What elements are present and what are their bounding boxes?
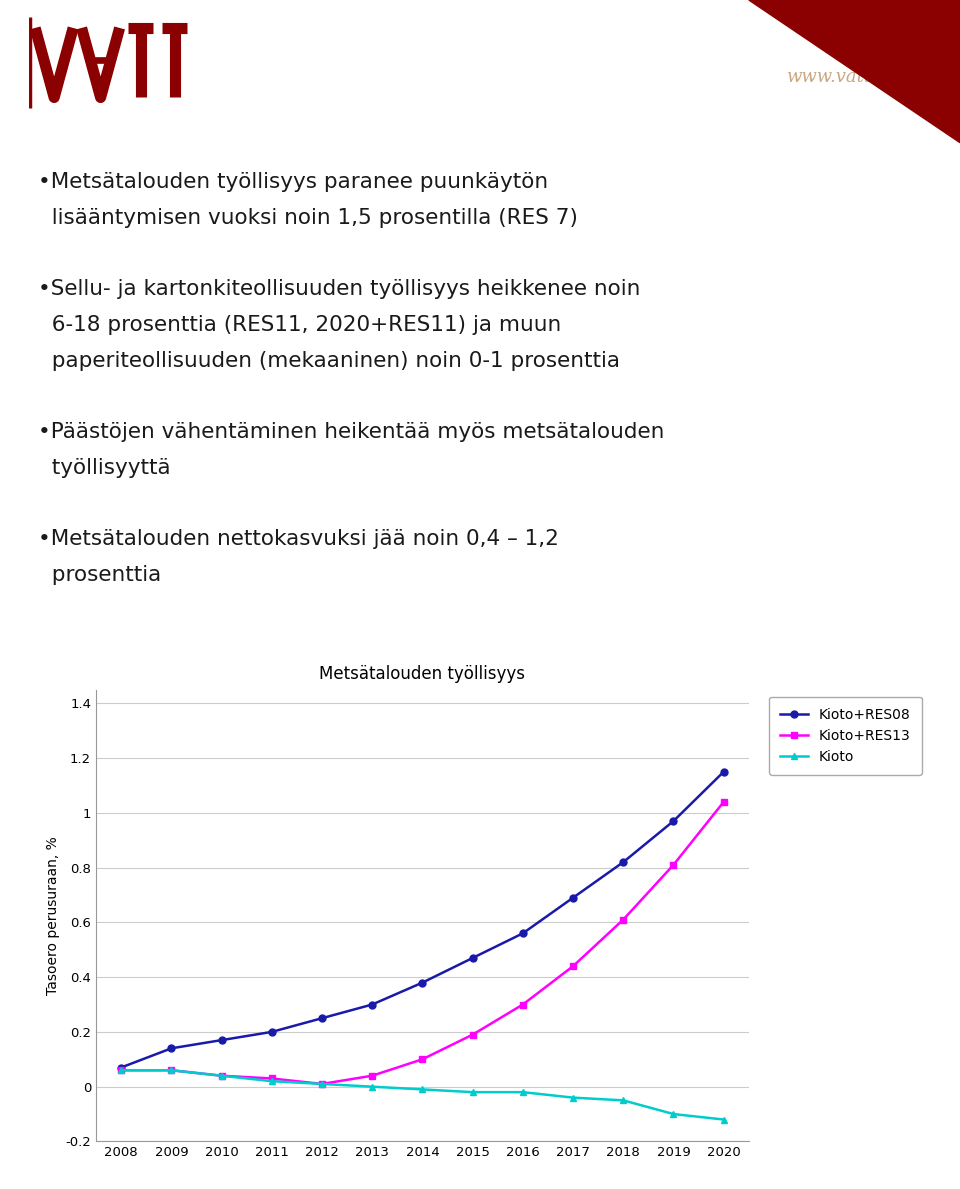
Kioto+RES13 — [668, 857, 680, 872]
Kioto+RES08 — [467, 951, 478, 965]
Kioto+RES13 — [316, 1077, 327, 1092]
Polygon shape — [749, 0, 960, 143]
Kioto+RES08 — [216, 1033, 228, 1048]
Kioto+RES13 — [367, 1069, 378, 1083]
Kioto+RES08 — [718, 765, 730, 779]
Kioto+RES13 — [617, 912, 629, 926]
Kioto — [417, 1082, 428, 1096]
Text: 6-18 prosenttia (RES11, 2020+RES11) ja muun: 6-18 prosenttia (RES11, 2020+RES11) ja m… — [38, 315, 562, 335]
Kioto+RES08 — [617, 855, 629, 869]
Title: Metsätalouden työllisyys: Metsätalouden työllisyys — [320, 665, 525, 682]
Line: Kioto+RES08: Kioto+RES08 — [118, 768, 727, 1071]
Line: Kioto: Kioto — [118, 1067, 727, 1122]
Kioto — [367, 1080, 378, 1094]
Kioto — [668, 1107, 680, 1121]
Kioto+RES13 — [467, 1027, 478, 1042]
Kioto — [567, 1090, 579, 1105]
Kioto — [718, 1113, 730, 1127]
Kioto+RES13 — [567, 960, 579, 974]
Kioto+RES13 — [417, 1052, 428, 1067]
Kioto+RES08 — [316, 1011, 327, 1025]
Kioto+RES08 — [567, 891, 579, 905]
Kioto+RES08 — [115, 1061, 127, 1075]
Kioto+RES08 — [668, 814, 680, 829]
Kioto+RES08 — [417, 975, 428, 989]
Kioto+RES13 — [115, 1063, 127, 1077]
Kioto+RES13 — [216, 1069, 228, 1083]
Text: työllisyyttä: työllisyyttä — [38, 458, 171, 478]
Text: •Päästöjen vähentäminen heikentää myös metsätalouden: •Päästöjen vähentäminen heikentää myös m… — [38, 422, 664, 442]
Legend: Kioto+RES08, Kioto+RES13, Kioto: Kioto+RES08, Kioto+RES13, Kioto — [769, 697, 922, 775]
Kioto — [517, 1086, 529, 1100]
Kioto — [115, 1063, 127, 1077]
Text: •Metsätalouden työllisyys paranee puunkäytön: •Metsätalouden työllisyys paranee puunkä… — [38, 172, 548, 193]
Text: lisääntymisen vuoksi noin 1,5 prosentilla (RES 7): lisääntymisen vuoksi noin 1,5 prosentill… — [38, 208, 578, 228]
Text: www.vatt.fi: www.vatt.fi — [787, 68, 891, 87]
Kioto+RES08 — [165, 1042, 177, 1056]
Kioto+RES13 — [266, 1071, 277, 1086]
Kioto — [316, 1077, 327, 1092]
Kioto+RES08 — [517, 926, 529, 940]
Kioto+RES08 — [266, 1025, 277, 1039]
Kioto — [617, 1093, 629, 1107]
Kioto+RES13 — [165, 1063, 177, 1077]
Kioto+RES08 — [367, 998, 378, 1012]
Kioto — [467, 1086, 478, 1100]
Kioto+RES13 — [517, 998, 529, 1012]
Kioto — [266, 1074, 277, 1088]
Kioto — [216, 1069, 228, 1083]
Text: paperiteollisuuden (mekaaninen) noin 0-1 prosenttia: paperiteollisuuden (mekaaninen) noin 0-1… — [38, 351, 620, 371]
Kioto — [165, 1063, 177, 1077]
Kioto+RES13 — [718, 794, 730, 809]
Text: prosenttia: prosenttia — [38, 565, 161, 585]
Text: •Sellu- ja kartonkiteollisuuden työllisyys heikkenee noin: •Sellu- ja kartonkiteollisuuden työllisy… — [38, 279, 640, 300]
Line: Kioto+RES13: Kioto+RES13 — [118, 799, 727, 1088]
Text: •Metsätalouden nettokasvuksi jää noin 0,4 – 1,2: •Metsätalouden nettokasvuksi jää noin 0,… — [38, 529, 560, 549]
Y-axis label: Tasoero perusuraan, %: Tasoero perusuraan, % — [46, 836, 60, 995]
